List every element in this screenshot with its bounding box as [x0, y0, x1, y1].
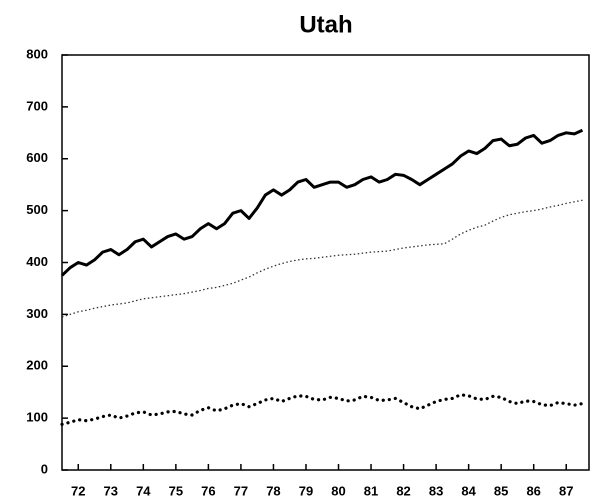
x-tick-label: 84	[461, 483, 476, 498]
x-tick-label: 80	[331, 483, 345, 498]
x-tick-label: 73	[104, 483, 118, 498]
y-tick-label: 100	[26, 410, 48, 425]
x-tick-label: 85	[494, 483, 508, 498]
x-tick-label: 87	[559, 483, 573, 498]
y-tick-label: 0	[41, 461, 48, 476]
line-series	[60, 393, 585, 426]
x-tick-label: 75	[169, 483, 183, 498]
x-tick-label: 74	[136, 483, 151, 498]
x-tick-label: 77	[234, 483, 248, 498]
y-tick-label: 200	[26, 358, 48, 373]
x-tick-label: 78	[266, 483, 280, 498]
plot-frame	[61, 54, 590, 471]
y-tick-label: 700	[26, 98, 48, 113]
x-tick-label: 81	[364, 483, 378, 498]
x-tick-label: 79	[299, 483, 313, 498]
y-tick-label: 300	[26, 306, 48, 321]
y-tick-label: 800	[26, 46, 48, 61]
line-series	[61, 199, 583, 318]
x-tick-label: 82	[396, 483, 410, 498]
chart-title: Utah	[299, 11, 352, 38]
x-tick-label: 83	[429, 483, 443, 498]
y-tick-label: 500	[26, 202, 48, 217]
x-tick-label: 72	[71, 483, 85, 498]
x-tick-label: 86	[526, 483, 540, 498]
y-tick-label: 400	[26, 254, 48, 269]
x-tick-label: 76	[201, 483, 215, 498]
line-series	[60, 128, 584, 277]
y-tick-label: 600	[26, 150, 48, 165]
